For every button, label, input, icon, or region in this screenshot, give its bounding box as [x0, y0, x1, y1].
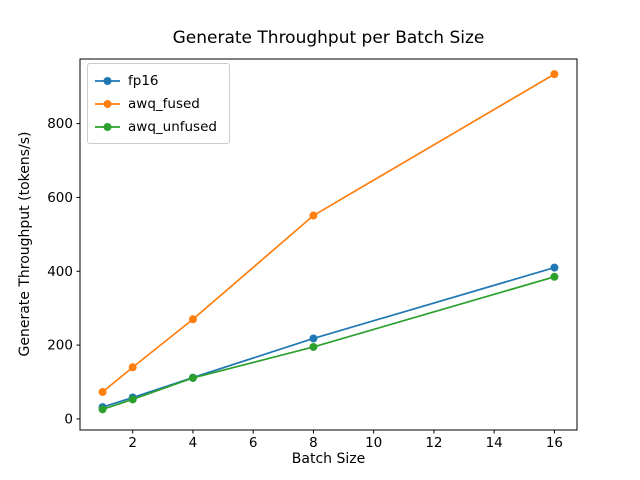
legend-label: awq_fused [128, 95, 200, 112]
legend-item-fp16: fp16 [95, 69, 217, 92]
legend-marker-awq_unfused [95, 122, 120, 131]
x-tick-label: 2 [128, 435, 137, 451]
legend-item-awq_unfused: awq_unfused [95, 115, 217, 138]
x-tick-label: 4 [189, 435, 198, 451]
x-tick-label: 8 [309, 435, 318, 451]
marker-awq_fused [128, 363, 137, 372]
legend-marker-fp16 [95, 76, 120, 85]
legend-label: fp16 [128, 72, 159, 89]
chart-title: Generate Throughput per Batch Size [172, 28, 485, 48]
legend-label: awq_unfused [128, 118, 217, 135]
y-tick-label: 800 [47, 116, 73, 132]
marker-awq_fused [188, 315, 197, 324]
marker-awq_unfused [188, 373, 197, 382]
y-axis-label: Generate Throughput (tokens/s) [17, 131, 33, 357]
marker-fp16 [550, 263, 559, 272]
axes-spines [79, 58, 578, 431]
x-tick-label: 10 [365, 435, 382, 451]
marker-awq_unfused [128, 395, 137, 404]
marker-awq_fused [550, 70, 559, 79]
marker-awq_unfused [550, 272, 559, 281]
marker-awq_unfused [98, 405, 107, 414]
x-tick-label: 6 [249, 435, 258, 451]
legend: fp16 awq_fused awq_unfused [87, 63, 230, 144]
y-tick-label: 200 [47, 338, 73, 354]
y-tick-label: 400 [47, 264, 73, 280]
x-axis-label: Batch Size [291, 451, 366, 467]
y-tick-label: 600 [47, 190, 73, 206]
x-tick-label: 14 [486, 435, 503, 451]
marker-awq_fused [98, 387, 107, 396]
legend-marker-awq_fused [95, 99, 120, 108]
x-tick-label: 12 [425, 435, 442, 451]
legend-item-awq_fused: awq_fused [95, 92, 217, 115]
y-tick-label: 0 [64, 411, 73, 427]
marker-fp16 [309, 334, 318, 343]
line-awq_unfused [102, 275, 555, 411]
marker-awq_unfused [309, 342, 318, 351]
x-tick-label: 16 [546, 435, 563, 451]
marker-awq_fused [309, 211, 318, 220]
